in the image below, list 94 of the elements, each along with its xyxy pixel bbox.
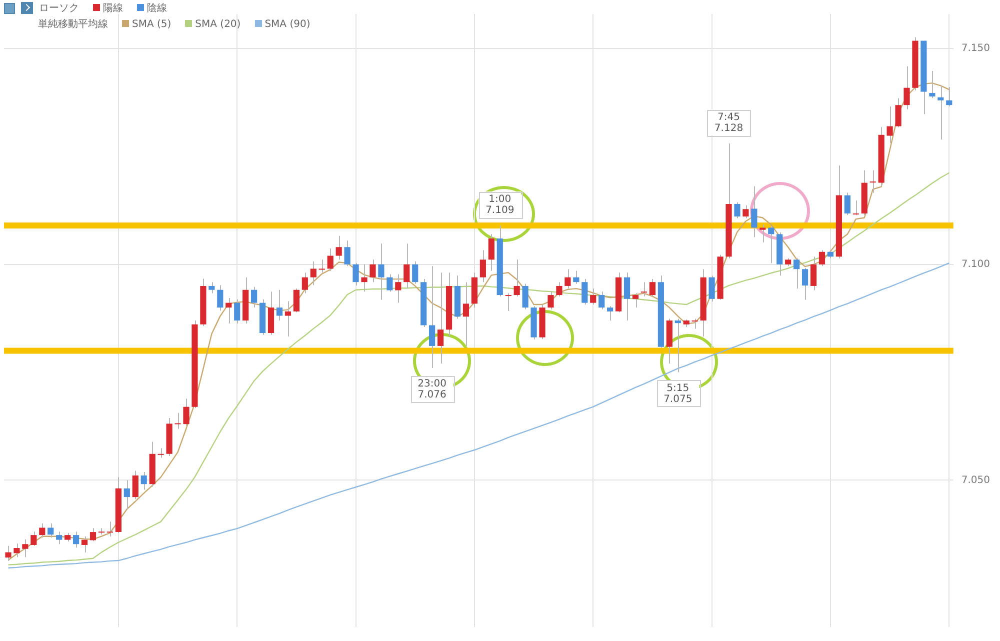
candlestick: [386, 274, 393, 292]
candlestick: [869, 170, 876, 194]
candlestick: [30, 531, 37, 546]
candlestick: [895, 98, 902, 128]
candlestick: [344, 240, 350, 267]
candlestick: [691, 318, 698, 330]
candlestick: [327, 248, 334, 272]
candlestick: [234, 298, 240, 324]
candlestick: [157, 448, 164, 458]
candlestick: [361, 264, 368, 292]
candlestick: [649, 278, 656, 297]
candlestick: [14, 543, 20, 558]
candlestick: [810, 256, 817, 291]
candlestick: [251, 286, 258, 308]
candlestick: [504, 292, 512, 312]
candlestick: [140, 472, 147, 490]
candlestick: [56, 531, 62, 545]
candlestick: [293, 288, 300, 313]
candlestick: [412, 260, 418, 284]
candlestick: [174, 412, 182, 430]
candlestick: [590, 288, 596, 306]
candlestick: [794, 258, 800, 290]
candlestick: [488, 234, 494, 272]
candlestick: [90, 528, 96, 542]
candlestick: [852, 200, 860, 216]
candlestick: [310, 260, 316, 286]
candlestick: [938, 85, 944, 140]
annotation: 1:00 7.109: [486, 194, 514, 216]
candlestick: [352, 262, 359, 286]
legend-label: SMA (20): [194, 18, 241, 32]
candlestick: [5, 545, 12, 562]
candlestick: [132, 470, 138, 500]
candlestick: [106, 521, 114, 537]
candlestick: [318, 259, 326, 274]
candlestick: [276, 289, 283, 321]
annotation: 単純移動平均線: [38, 18, 108, 32]
candlestick: [548, 291, 554, 310]
candlestick: [573, 270, 580, 284]
candlestick: [929, 70, 936, 99]
candlestick: [564, 268, 571, 290]
candlestick: [742, 204, 749, 219]
candlestick: [946, 86, 952, 107]
legend-title: ローソク: [39, 2, 79, 16]
candlestick: [480, 250, 486, 283]
annotation: 7:45 7.128: [714, 112, 744, 134]
candlestick: [370, 259, 376, 283]
candlestick: [886, 106, 893, 144]
candlestick: [73, 531, 80, 548]
candlestick: [395, 274, 402, 304]
legend-label: 陰線: [146, 2, 167, 16]
candlestick: [802, 267, 808, 300]
candlestick: [674, 318, 681, 373]
y-tick-label: 7.150: [961, 43, 990, 54]
candlestick: [640, 282, 648, 297]
candlestick: [522, 283, 528, 310]
candlestick: [22, 538, 28, 558]
candlestick: [768, 225, 774, 264]
candlestick: [404, 243, 410, 290]
candlestick: [844, 192, 850, 216]
candlestick: [556, 282, 562, 297]
candlestick: [429, 266, 436, 368]
candlestick: [81, 536, 88, 553]
candlestick: [226, 298, 232, 324]
candlestick: [124, 480, 130, 510]
legend-label: 陽線: [102, 2, 123, 16]
candlestick: [607, 306, 614, 321]
candlestick: [462, 282, 470, 346]
legend-label: SMA (5): [131, 18, 172, 32]
candlestick: [284, 300, 292, 337]
candlestick: [217, 284, 224, 312]
y-tick-label: 7.050: [961, 474, 990, 486]
candlestick: [437, 272, 444, 364]
candlestick: [302, 272, 308, 294]
candlestick: [708, 275, 715, 302]
candlestick: [378, 243, 384, 300]
candlestick: [598, 291, 605, 310]
annotation: 23:00 7.076: [418, 378, 446, 401]
y-tick-label: 7.100: [961, 258, 990, 270]
candlestick: [904, 66, 910, 110]
candlestick: [751, 186, 758, 238]
candlestick: [48, 522, 54, 538]
candlestick: [336, 235, 342, 260]
candlestick: [582, 278, 588, 306]
candlestick: [632, 292, 639, 308]
candlestick: [734, 202, 740, 219]
candlestick: [624, 272, 630, 321]
candlestick: [183, 398, 190, 426]
annotation: 5:15 7.075: [664, 382, 692, 405]
candlestick: [39, 522, 46, 538]
candlestick: [208, 282, 215, 294]
legend-label: SMA (90): [264, 18, 310, 32]
candlestick: [818, 250, 826, 267]
candlestick: [514, 259, 520, 297]
candlestick: [760, 224, 766, 243]
